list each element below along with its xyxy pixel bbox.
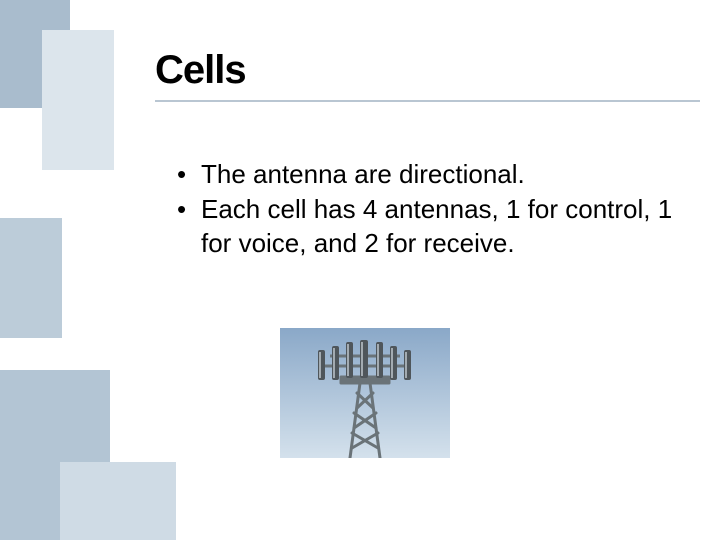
list-item: The antenna are directional.	[175, 158, 675, 191]
title-underline	[155, 100, 700, 102]
decor-block	[42, 30, 114, 170]
list-item: Each cell has 4 antennas, 1 for control,…	[175, 193, 675, 260]
decor-block	[0, 218, 62, 338]
decor-block	[60, 462, 176, 540]
slide-title: Cells	[155, 48, 246, 93]
antenna-image	[280, 328, 450, 458]
bullet-list: The antenna are directional. Each cell h…	[175, 158, 675, 262]
